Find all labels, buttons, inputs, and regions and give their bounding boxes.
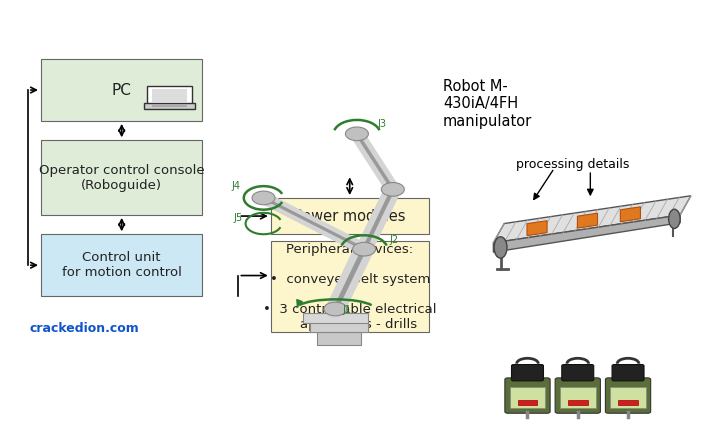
- Ellipse shape: [494, 237, 507, 258]
- Polygon shape: [620, 207, 640, 222]
- FancyBboxPatch shape: [562, 365, 593, 381]
- FancyBboxPatch shape: [310, 322, 368, 332]
- FancyBboxPatch shape: [518, 400, 537, 405]
- FancyBboxPatch shape: [270, 198, 429, 234]
- Text: Operator control console
(Roboguide): Operator control console (Roboguide): [39, 164, 205, 192]
- Circle shape: [324, 302, 347, 316]
- FancyBboxPatch shape: [510, 387, 545, 408]
- FancyBboxPatch shape: [560, 387, 596, 408]
- Text: PC: PC: [112, 83, 132, 98]
- FancyBboxPatch shape: [303, 313, 368, 322]
- FancyBboxPatch shape: [606, 378, 650, 413]
- Text: Power modules: Power modules: [294, 209, 405, 224]
- FancyBboxPatch shape: [41, 59, 203, 121]
- FancyBboxPatch shape: [317, 332, 360, 345]
- FancyBboxPatch shape: [555, 378, 601, 413]
- Circle shape: [252, 191, 275, 205]
- Circle shape: [381, 182, 404, 196]
- Text: processing details: processing details: [516, 158, 629, 171]
- FancyBboxPatch shape: [612, 365, 644, 381]
- FancyBboxPatch shape: [41, 234, 203, 296]
- Ellipse shape: [668, 209, 680, 228]
- Circle shape: [345, 127, 368, 141]
- FancyBboxPatch shape: [147, 86, 192, 105]
- Text: Robot M-
430iA/4FH
manipulator: Robot M- 430iA/4FH manipulator: [443, 79, 532, 129]
- Text: crackedion.com: crackedion.com: [29, 322, 139, 335]
- Text: J5: J5: [234, 213, 242, 224]
- Polygon shape: [493, 196, 691, 243]
- FancyBboxPatch shape: [511, 365, 544, 381]
- FancyBboxPatch shape: [610, 387, 646, 408]
- FancyBboxPatch shape: [144, 103, 195, 109]
- Circle shape: [353, 243, 376, 256]
- Text: J1: J1: [342, 305, 352, 315]
- Text: J4: J4: [231, 181, 240, 191]
- FancyBboxPatch shape: [618, 400, 638, 405]
- FancyBboxPatch shape: [505, 378, 550, 413]
- FancyBboxPatch shape: [152, 89, 187, 102]
- Polygon shape: [493, 215, 680, 252]
- Text: J2: J2: [389, 235, 399, 245]
- Text: Peripheral devices:

•  conveyer belt system

•  3 controllable electrical
    a: Peripheral devices: • conveyer belt syst…: [263, 243, 436, 331]
- Text: J3: J3: [377, 120, 386, 129]
- Polygon shape: [527, 221, 547, 236]
- Polygon shape: [578, 213, 598, 228]
- Text: Control unit
for motion control: Control unit for motion control: [62, 251, 182, 279]
- FancyBboxPatch shape: [568, 400, 588, 405]
- FancyBboxPatch shape: [270, 241, 429, 332]
- FancyBboxPatch shape: [41, 140, 203, 215]
- FancyBboxPatch shape: [152, 104, 187, 108]
